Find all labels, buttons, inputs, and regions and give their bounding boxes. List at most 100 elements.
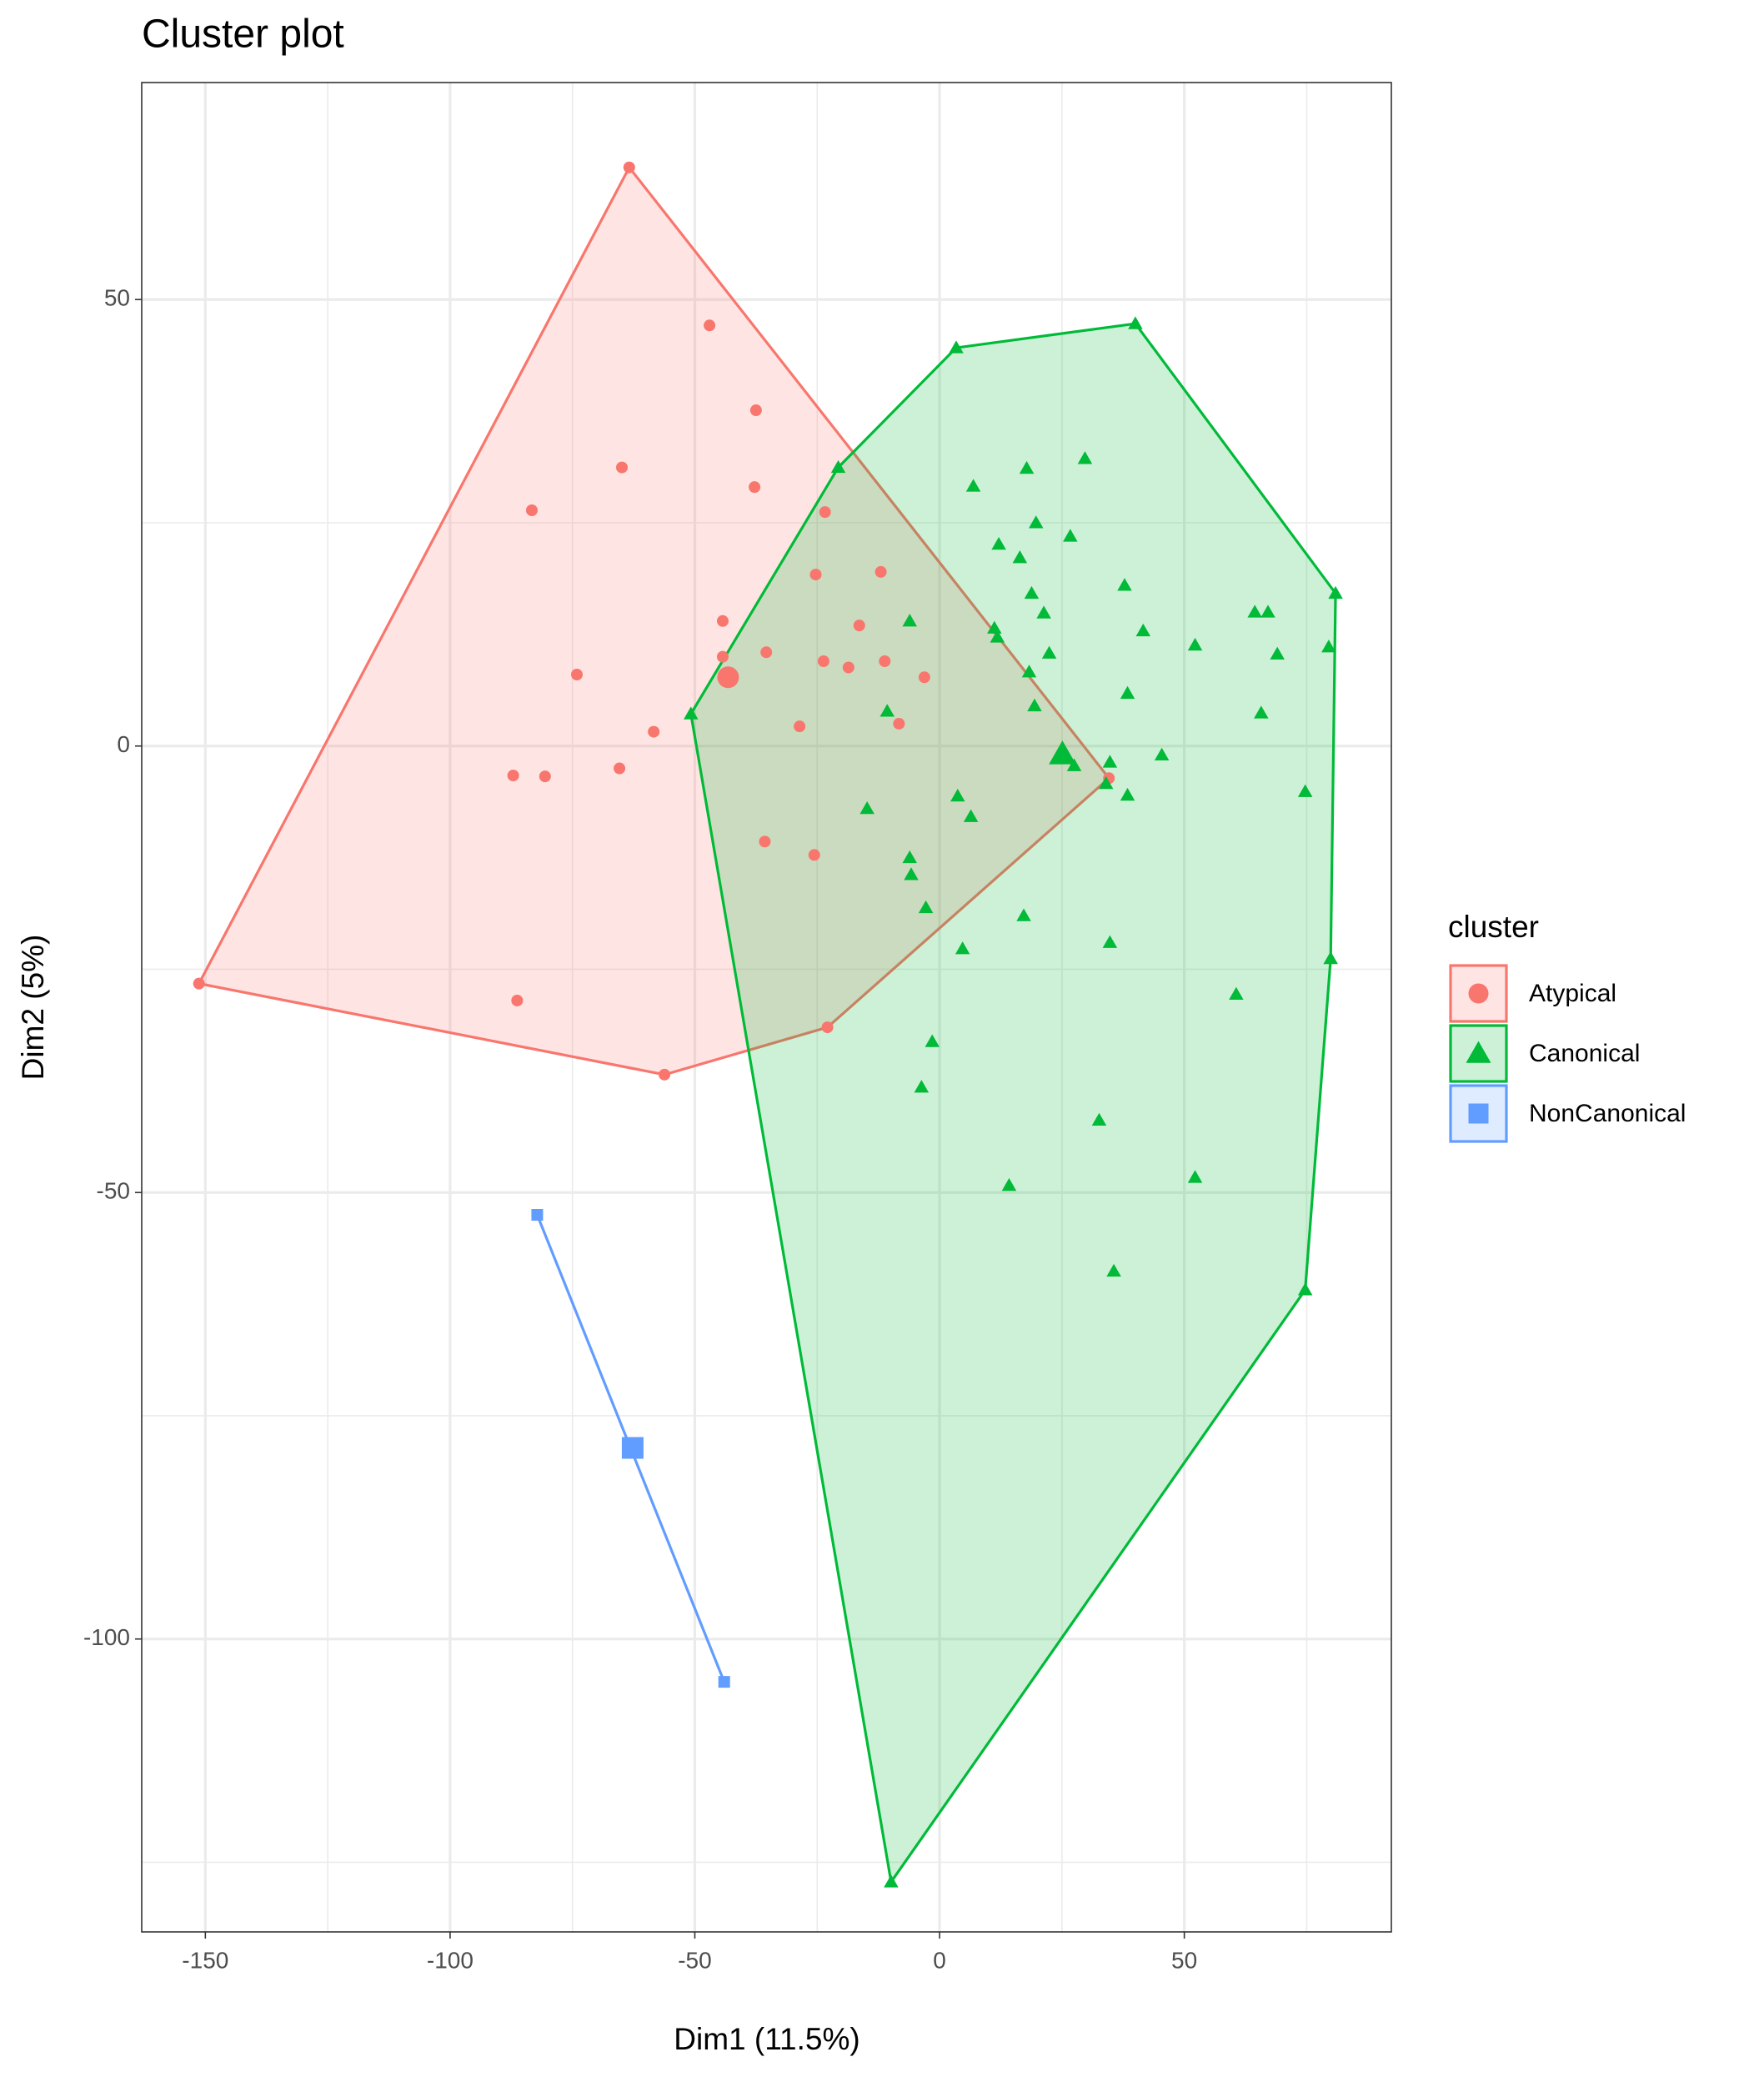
- point: [1187, 637, 1203, 651]
- point: [1102, 935, 1118, 948]
- point: [716, 615, 729, 627]
- legend-key: [1449, 1024, 1508, 1083]
- point: [879, 655, 891, 667]
- point: [987, 620, 1002, 634]
- point: [902, 614, 917, 627]
- legend-label: NonCanonical: [1529, 1100, 1686, 1127]
- point: [1041, 645, 1057, 659]
- plot-area: [193, 161, 1343, 1888]
- point: [1016, 908, 1031, 921]
- point: [525, 504, 538, 516]
- point: [193, 977, 205, 990]
- cluster-center: [717, 666, 739, 689]
- point: [718, 1676, 730, 1688]
- point: [965, 479, 981, 492]
- x-axis-label: Dim1 (11.5%): [674, 2022, 859, 2056]
- point: [1297, 784, 1313, 797]
- point: [1247, 605, 1262, 618]
- legend-key: [1449, 1084, 1508, 1143]
- point: [1135, 623, 1151, 637]
- point: [1063, 529, 1078, 542]
- point: [570, 669, 583, 681]
- point: [749, 481, 761, 494]
- legend-marker: [1466, 1041, 1491, 1063]
- point: [623, 161, 635, 173]
- point: [794, 720, 806, 733]
- legend-marker: [1468, 983, 1489, 1004]
- point: [1321, 640, 1336, 653]
- point: [991, 536, 1006, 550]
- point: [955, 941, 970, 955]
- y-tick-label: 0: [117, 731, 130, 757]
- point: [879, 704, 895, 717]
- point: [684, 706, 699, 720]
- point: [808, 849, 820, 861]
- point: [853, 620, 865, 632]
- point: [507, 770, 519, 782]
- point: [963, 809, 979, 822]
- legend-marker: [1468, 1103, 1489, 1124]
- point: [904, 867, 919, 880]
- point: [950, 788, 965, 802]
- point: [1019, 460, 1035, 474]
- legend-label: Atypical: [1529, 980, 1616, 1007]
- x-tick-label: 0: [933, 1947, 946, 1973]
- legend-label: Canonical: [1529, 1040, 1640, 1067]
- point: [859, 800, 874, 815]
- point: [716, 650, 729, 663]
- point: [949, 340, 964, 354]
- point: [1120, 787, 1135, 801]
- point: [1091, 1112, 1107, 1126]
- point: [1328, 585, 1343, 600]
- point: [874, 565, 887, 578]
- point: [990, 630, 1005, 643]
- point: [1012, 550, 1028, 564]
- x-tick-label: -100: [427, 1947, 474, 1973]
- point: [1187, 1170, 1203, 1183]
- point: [1120, 685, 1135, 700]
- chart-title: Cluster plot: [142, 13, 344, 57]
- point: [1036, 605, 1051, 619]
- point: [918, 900, 934, 914]
- point: [884, 1874, 899, 1888]
- point: [1254, 705, 1269, 719]
- point: [749, 404, 762, 417]
- point: [842, 661, 854, 674]
- point: [1106, 1263, 1121, 1277]
- y-axis-label: Dim2 (5%): [16, 935, 50, 1081]
- point: [925, 1034, 940, 1047]
- point: [615, 461, 628, 474]
- point: [511, 994, 524, 1006]
- point: [902, 850, 917, 864]
- point: [830, 459, 846, 474]
- x-tick-label: 50: [1171, 1947, 1197, 1973]
- panel-border: [141, 82, 1392, 1933]
- point: [539, 770, 551, 783]
- legend-title: cluster: [1448, 910, 1539, 944]
- point: [531, 1209, 544, 1222]
- point: [614, 762, 626, 775]
- point: [1117, 578, 1132, 591]
- point: [817, 655, 829, 667]
- point: [893, 717, 905, 730]
- point: [821, 1021, 834, 1034]
- point: [1028, 515, 1044, 529]
- point: [1021, 665, 1037, 678]
- point: [1024, 585, 1040, 600]
- x-tick-label: -150: [182, 1947, 228, 1973]
- y-tick-label: -100: [83, 1624, 130, 1650]
- point: [1098, 775, 1114, 790]
- cluster-center: [1049, 740, 1076, 765]
- point: [819, 506, 831, 519]
- point: [648, 725, 660, 738]
- point: [1154, 747, 1170, 761]
- point: [1128, 316, 1143, 329]
- y-tick-label: 50: [104, 285, 130, 311]
- point: [1077, 451, 1093, 464]
- point: [1323, 951, 1338, 965]
- x-tick-label: -50: [678, 1947, 711, 1973]
- point: [1066, 758, 1082, 771]
- cluster-hull: [197, 164, 1111, 1076]
- cluster-center: [621, 1437, 644, 1459]
- point: [704, 319, 716, 332]
